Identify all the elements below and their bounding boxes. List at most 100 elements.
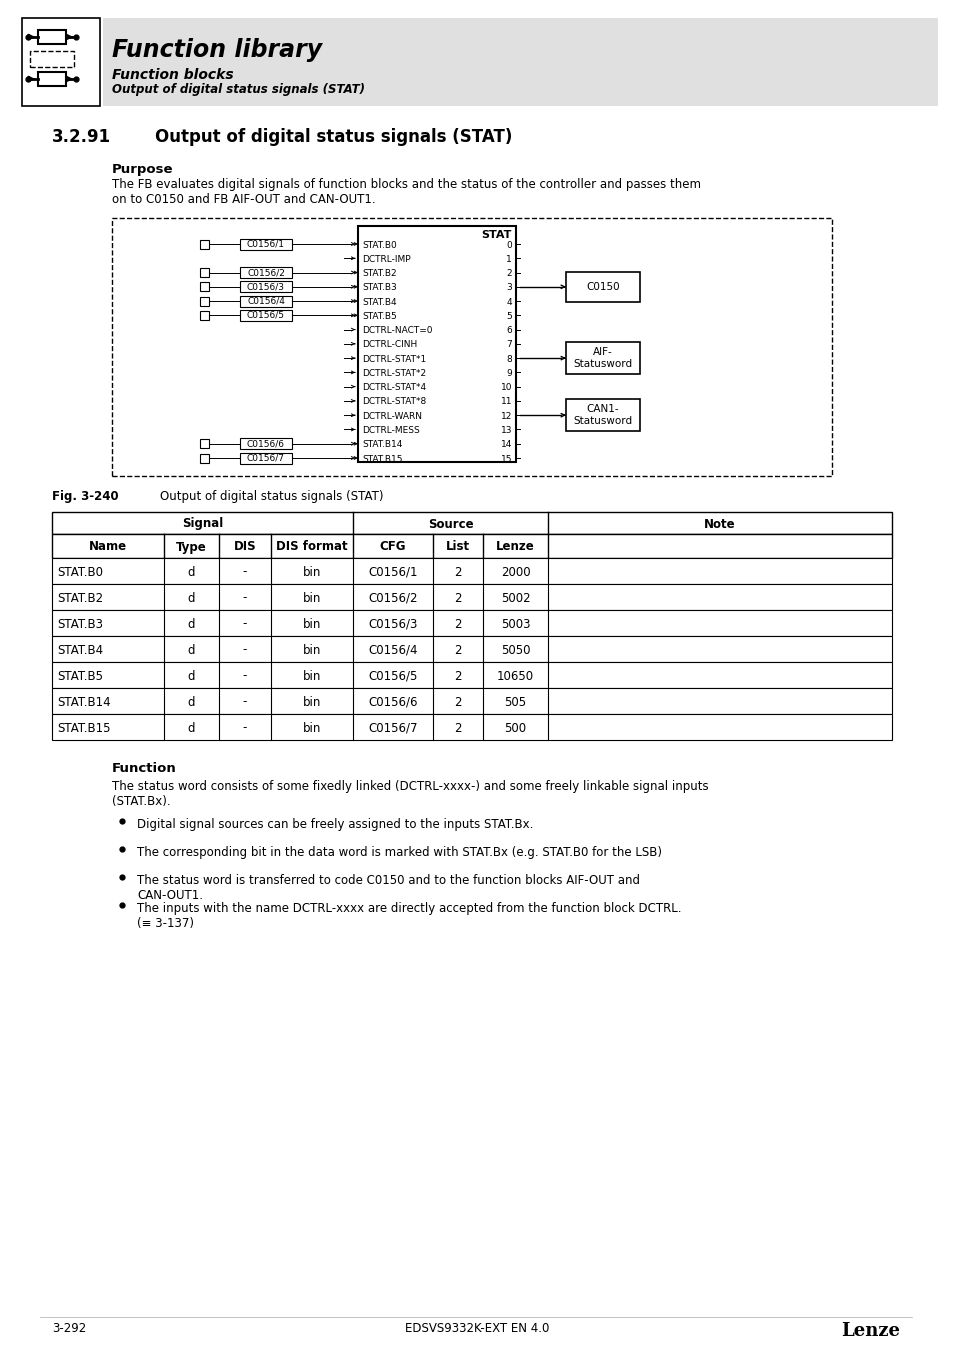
Text: C0156/4: C0156/4 [247,297,285,305]
Bar [240,296,292,306]
Text: C0156/1: C0156/1 [247,239,285,248]
Text: DIS: DIS [233,540,256,553]
Text: The status word consists of some fixedly linked (DCTRL-xxxx-) and some freely li: The status word consists of some fixedly… [112,780,708,809]
Text: STAT.B0: STAT.B0 [57,566,103,579]
Text: C0156/3: C0156/3 [247,282,285,292]
Text: STAT.B2: STAT.B2 [57,591,103,605]
Text: Digital signal sources can be freely assigned to the inputs STAT.Bx.: Digital signal sources can be freely ass… [137,818,533,832]
Text: Name: Name [89,540,127,553]
Text: Fig. 3-240: Fig. 3-240 [52,490,118,504]
Text: 6: 6 [506,327,512,335]
Text: bin: bin [302,670,321,683]
Text: DCTRL-MESS: DCTRL-MESS [361,427,419,435]
Text: STAT.B3: STAT.B3 [57,617,103,630]
Text: 2: 2 [506,269,512,278]
Bar [240,439,292,450]
Bar [200,454,209,463]
Text: 0: 0 [506,240,512,250]
Text: d: d [188,670,195,683]
Text: STAT.B2: STAT.B2 [361,269,396,278]
Text: DCTRL-CINH: DCTRL-CINH [361,340,416,350]
Text: 10: 10 [500,383,512,392]
Text: Output of digital status signals (STAT): Output of digital status signals (STAT) [112,82,365,96]
Text: Purpose: Purpose [112,163,173,176]
Bar [52,558,891,585]
Text: C0156/5: C0156/5 [247,310,285,320]
Bar [200,439,209,448]
Bar [200,239,209,248]
Text: 7: 7 [506,340,512,350]
Text: STAT.B4: STAT.B4 [361,297,396,306]
Bar [240,452,292,463]
Text: -: - [243,617,247,630]
Text: DCTRL-NACT=0: DCTRL-NACT=0 [361,327,432,335]
Text: 9: 9 [506,369,512,378]
Bar [52,512,891,535]
Text: 5050: 5050 [500,644,530,656]
Text: -: - [243,695,247,709]
Text: C0156/6: C0156/6 [368,695,417,709]
Text: 8: 8 [506,355,512,363]
Text: d: d [188,644,195,656]
Bar [200,282,209,292]
Bar [22,18,100,107]
Text: 2: 2 [454,617,461,630]
Text: 2: 2 [454,591,461,605]
Text: d: d [188,566,195,579]
Text: Output of digital status signals (STAT): Output of digital status signals (STAT) [154,128,512,146]
Text: C0156/6: C0156/6 [247,439,285,448]
Bar [112,217,831,477]
Text: 5003: 5003 [500,617,530,630]
Bar [565,342,639,374]
Text: DCTRL-STAT*1: DCTRL-STAT*1 [361,355,426,363]
Bar [38,30,66,45]
Text: The inputs with the name DCTRL-xxxx are directly accepted from the function bloc: The inputs with the name DCTRL-xxxx are … [137,902,680,930]
Text: Source: Source [427,517,473,531]
Text: bin: bin [302,566,321,579]
Bar [38,72,66,86]
Text: Note: Note [703,517,735,531]
Bar [200,310,209,320]
Text: DIS format: DIS format [276,540,348,553]
Text: Function blocks: Function blocks [112,68,233,82]
Text: List: List [445,540,470,553]
Text: STAT.B4: STAT.B4 [57,644,103,656]
Text: -: - [243,566,247,579]
Text: 2: 2 [454,721,461,734]
Text: 15: 15 [500,455,512,463]
Text: CFG: CFG [379,540,406,553]
Text: Lenze: Lenze [841,1322,899,1341]
Text: C0156/2: C0156/2 [368,591,417,605]
Bar [52,714,891,740]
Text: 5002: 5002 [500,591,530,605]
Text: 14: 14 [500,440,512,450]
Text: d: d [188,591,195,605]
Text: 3: 3 [506,284,512,293]
Text: -: - [243,591,247,605]
Text: STAT.B5: STAT.B5 [57,670,103,683]
Text: DCTRL-WARN: DCTRL-WARN [361,412,421,421]
Text: The status word is transferred to code C0150 and to the function blocks AIF-OUT : The status word is transferred to code C… [137,873,639,902]
Text: d: d [188,617,195,630]
Bar [240,239,292,250]
Text: -: - [243,721,247,734]
Text: C0156/1: C0156/1 [368,566,417,579]
Text: Lenze: Lenze [496,540,535,553]
Bar [565,271,639,302]
Text: d: d [188,721,195,734]
Text: C0156/4: C0156/4 [368,644,417,656]
Text: Function library: Function library [112,38,322,62]
Text: 2: 2 [454,566,461,579]
Text: STAT.B5: STAT.B5 [361,312,396,321]
Bar [52,535,891,558]
Text: 4: 4 [506,297,512,306]
Text: STAT: STAT [481,230,512,240]
Text: 2: 2 [454,670,461,683]
Text: STAT.B14: STAT.B14 [57,695,111,709]
Text: The FB evaluates digital signals of function blocks and the status of the contro: The FB evaluates digital signals of func… [112,178,700,207]
Bar [240,281,292,293]
Bar [30,51,74,68]
Text: C0156/7: C0156/7 [247,454,285,463]
Bar [52,688,891,714]
Text: 12: 12 [500,412,512,421]
